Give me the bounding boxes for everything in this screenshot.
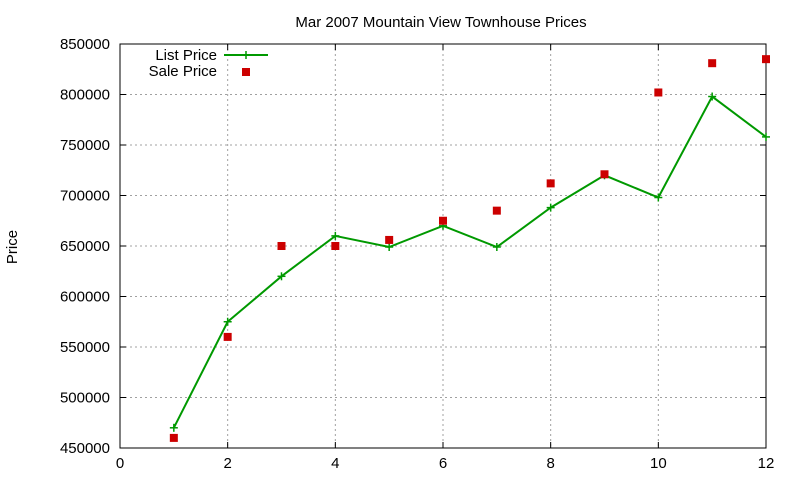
x-tick-label: 0: [116, 455, 124, 472]
y-tick-label: 600000: [60, 289, 110, 306]
sale-price-point: [439, 216, 447, 225]
plot-area: [169, 55, 770, 442]
y-tick-label: 550000: [60, 339, 110, 356]
y-axis-label: Price: [4, 230, 21, 264]
x-tick-label: 4: [331, 455, 339, 472]
list-price-point: [708, 92, 717, 101]
sale-price-point: [277, 242, 286, 250]
list-price-point: [654, 193, 663, 202]
legend-label-sale-price: Sale Price: [149, 63, 217, 80]
list-price-point: [546, 203, 555, 212]
list-price-point: [492, 243, 501, 252]
x-tick-label: 12: [758, 455, 775, 472]
sale-price-point: [546, 179, 555, 188]
y-tick-label: 850000: [60, 36, 110, 53]
sale-price-point: [492, 206, 501, 215]
y-tick-label: 650000: [60, 238, 110, 255]
x-tick-label: 2: [223, 455, 231, 472]
list-price-point: [277, 272, 286, 281]
sale-price-point: [385, 235, 394, 244]
x-tick-label: 10: [650, 455, 667, 472]
y-tick-label: 800000: [60, 87, 110, 104]
sale-price-point: [169, 433, 178, 442]
sale-price-point: [654, 88, 663, 97]
legend-entry-sale-price: Sale Price: [149, 63, 250, 80]
sale-price-point: [708, 59, 717, 68]
list-price-line: [172, 95, 767, 429]
y-tick-label: 700000: [60, 188, 110, 205]
y-tick-label: 500000: [60, 390, 110, 407]
y-tick-label: 450000: [60, 440, 110, 457]
sale-price-point: [762, 55, 770, 64]
legend-entry-list-price: List Price: [155, 47, 268, 64]
legend-marker-sample: [242, 51, 250, 59]
legend-label-list-price: List Price: [155, 47, 217, 64]
list-price-point: [385, 243, 394, 252]
sale-price-point: [223, 332, 232, 341]
x-tick-label: 8: [546, 455, 554, 472]
legend-marker-sample: [242, 68, 250, 76]
list-price-point: [169, 423, 178, 432]
list-price-point: [762, 132, 770, 141]
axis-ticks: 0 2 4 6 8 10 12 450000 500000 550000 600000 650000 7…: [60, 36, 774, 472]
x-tick-label: 6: [439, 455, 447, 472]
sale-price-point: [331, 242, 340, 250]
chart-title: Mar 2007 Mountain View Townhouse Prices: [295, 14, 586, 31]
grid-lines: [120, 44, 766, 448]
sale-price-point: [600, 170, 609, 179]
list-price-point: [223, 317, 232, 326]
y-tick-label: 750000: [60, 137, 110, 154]
list-price-point: [331, 231, 340, 240]
